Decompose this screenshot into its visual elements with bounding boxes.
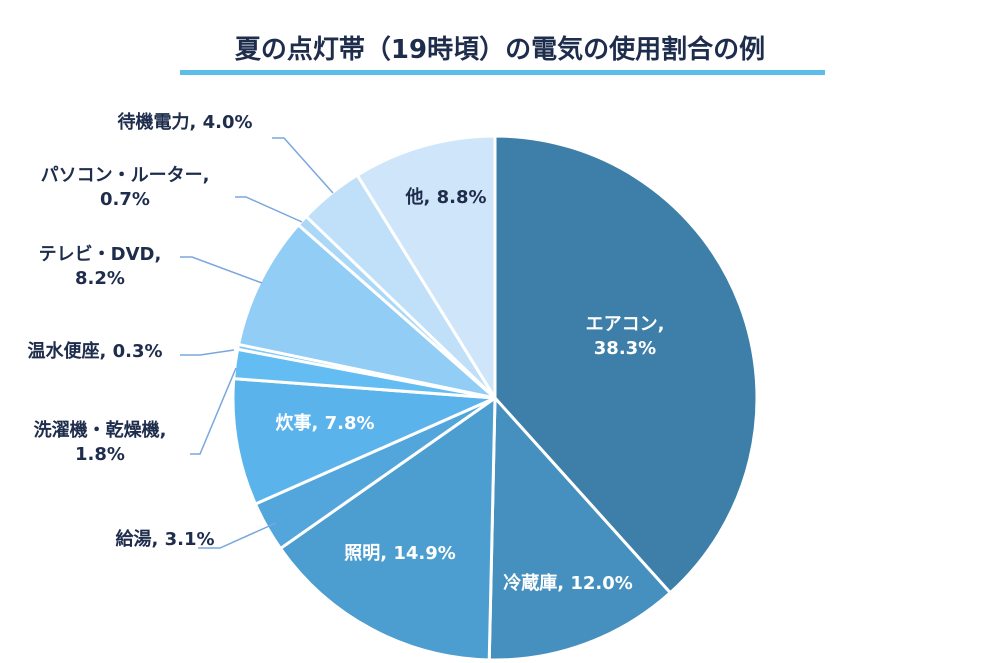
leader-line bbox=[180, 349, 235, 356]
leader-line bbox=[235, 196, 303, 223]
pie-slice bbox=[237, 223, 497, 400]
slice-label: 給湯, 3.1% bbox=[115, 528, 214, 550]
title-underline bbox=[180, 70, 825, 75]
pie-slice bbox=[493, 134, 759, 595]
slice-label: 待機電力, 4.0% bbox=[117, 111, 252, 133]
leader-line bbox=[180, 256, 263, 284]
pie-slice bbox=[355, 134, 497, 400]
slice-label: 洗濯機・乾燥機, 1.8% bbox=[34, 419, 167, 465]
pie-slice bbox=[279, 396, 497, 662]
slice-label: パソコン・ルーター, 0.7% bbox=[41, 165, 210, 210]
slice-label: 炊事, 7.8% bbox=[275, 412, 374, 434]
pie-slice bbox=[487, 396, 672, 662]
slice-label: 照明, 14.9% bbox=[344, 543, 456, 564]
leader-line bbox=[198, 522, 277, 549]
slice-label: エアコン, 38.3% bbox=[586, 314, 665, 359]
leader-line bbox=[272, 137, 334, 194]
slice-label: 温水便座, 0.3% bbox=[27, 340, 162, 362]
pie-slice bbox=[231, 377, 497, 506]
slice-label: 他, 8.8% bbox=[404, 186, 486, 208]
slice-label: 冷蔵庫, 12.0% bbox=[503, 572, 633, 594]
leader-line bbox=[190, 367, 237, 455]
chart-title: 夏の点灯帯（19時頃）の電気の使用割合の例 bbox=[235, 34, 765, 65]
slice-label: テレビ・DVD, 8.2% bbox=[39, 244, 162, 289]
